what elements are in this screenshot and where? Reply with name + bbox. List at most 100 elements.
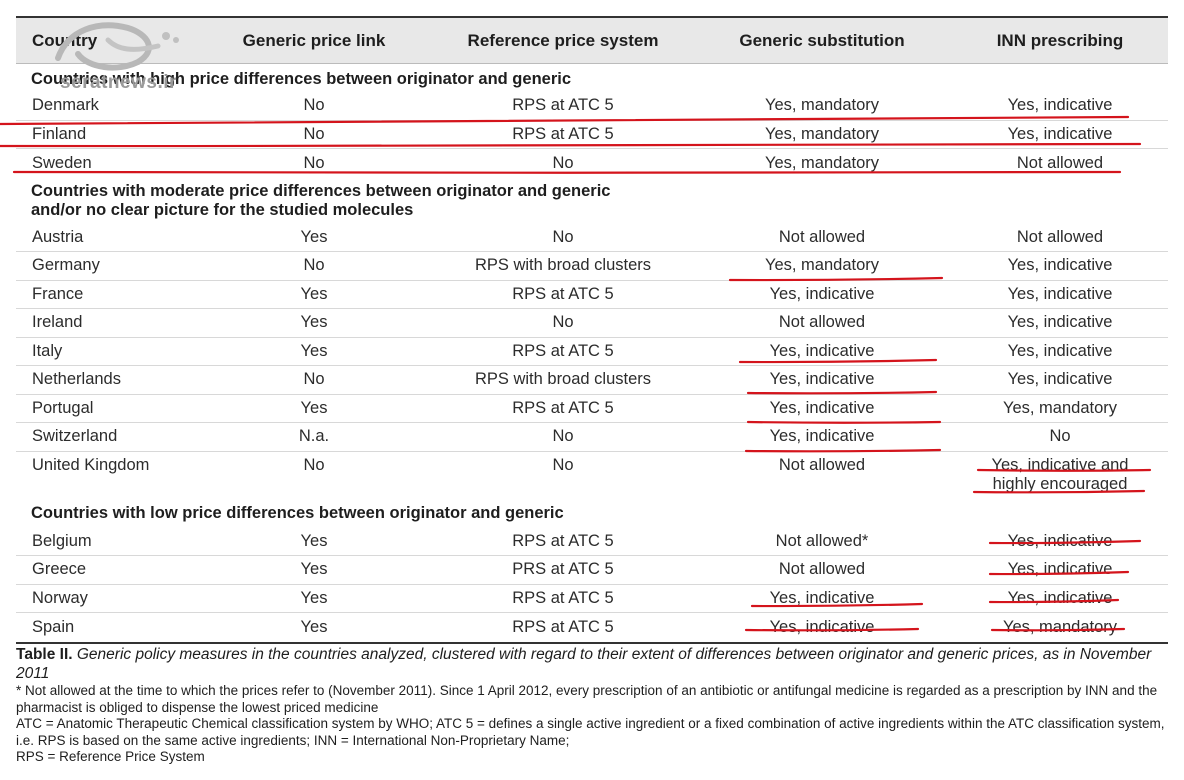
- inn-line: Yes, indicative: [1007, 96, 1113, 115]
- cell-generic-substitution: Yes, indicative: [769, 398, 875, 417]
- cell-generic-price-link: No: [303, 370, 325, 389]
- table-header: Country Generic price link Reference pri…: [16, 18, 1168, 64]
- cell-inn-prescribing: Yes, mandatory: [952, 399, 1168, 418]
- table-row: Denmark No RPS at ATC 5 Yes, mandatory Yes, …: [16, 92, 1168, 121]
- header-country: Country: [32, 30, 98, 50]
- table-caption: Table II. Generic policy measures in the…: [16, 645, 1166, 683]
- cell-generic-substitution: Not allowed: [778, 313, 866, 332]
- cell-generic-substitution: Yes, indicative: [769, 427, 875, 446]
- cell-reference-price-system: RPS with broad clusters: [474, 256, 652, 275]
- cell-generic-price-link: Yes: [300, 398, 328, 417]
- cell-generic-price-link: Yes: [300, 227, 328, 246]
- cell-inn-prescribing: Yes, indicative: [952, 370, 1168, 389]
- cell-generic-price-link: No: [303, 153, 325, 172]
- header-reference-price-system: Reference price system: [467, 30, 659, 50]
- top-rule: [16, 16, 1168, 18]
- cell-reference-price-system: PRS at ATC 5: [512, 560, 614, 579]
- cell-inn-prescribing: Yes, indicative: [952, 342, 1168, 361]
- inn-line: Yes, indicative: [1007, 560, 1113, 579]
- cell-generic-price-link: Yes: [300, 531, 328, 550]
- cell-reference-price-system: RPS at ATC 5: [512, 588, 614, 607]
- cell-country: Spain: [32, 617, 75, 636]
- cell-generic-price-link: No: [303, 256, 325, 275]
- table-row: Austria Yes No Not allowed Not allowed: [16, 224, 1168, 252]
- cell-reference-price-system: RPS at ATC 5: [512, 124, 614, 143]
- cell-reference-price-system: No: [552, 153, 574, 172]
- cell-inn-prescribing: Yes, indicative: [952, 589, 1168, 608]
- inn-line: Yes, indicative: [1007, 313, 1113, 332]
- section-heading-line: and/or no clear picture for the studied …: [31, 200, 414, 219]
- cell-reference-price-system: RPS at ATC 5: [512, 531, 614, 550]
- cell-generic-substitution: Yes, mandatory: [764, 96, 880, 115]
- table-row: Germany No RPS with broad clusters Yes, man…: [16, 252, 1168, 281]
- table-row: Ireland Yes No Not allowed Yes, indicative: [16, 309, 1168, 338]
- cell-inn-prescribing: Yes, indicative: [952, 256, 1168, 275]
- cell-reference-price-system: RPS with broad clusters: [474, 370, 652, 389]
- cell-country: Greece: [32, 560, 87, 579]
- cell-generic-price-link: No: [303, 455, 325, 474]
- cell-generic-price-link: No: [303, 96, 325, 115]
- section-heading: Countries with low price differences bet…: [16, 498, 1168, 528]
- cell-inn-prescribing: Yes, indicative: [952, 285, 1168, 304]
- table-row: Spain Yes RPS at ATC 5 Yes, indicative Yes, …: [16, 613, 1168, 642]
- cell-generic-substitution: Yes, indicative: [769, 617, 875, 636]
- cell-reference-price-system: No: [552, 427, 574, 446]
- table-row: France Yes RPS at ATC 5 Yes, indicative Yes,…: [16, 281, 1168, 309]
- cell-reference-price-system: RPS at ATC 5: [512, 398, 614, 417]
- cell-country: Switzerland: [32, 427, 118, 446]
- cell-country: Norway: [32, 588, 88, 607]
- table-row: Netherlands No RPS with broad clusters Yes,…: [16, 366, 1168, 395]
- footnote-abbreviations: ATC = Anatomic Therapeutic Chemical clas…: [16, 716, 1165, 748]
- cell-country: Germany: [32, 256, 100, 275]
- inn-line: Not allowed: [1016, 153, 1104, 172]
- cell-reference-price-system: No: [552, 227, 574, 246]
- cell-generic-substitution: Yes, mandatory: [764, 153, 880, 172]
- inn-line: Yes, indicative: [1007, 370, 1113, 389]
- section-heading-line: Countries with high price differences be…: [31, 70, 572, 88]
- section-heading: Countries with high price differences be…: [16, 64, 1168, 92]
- cell-inn-prescribing: Yes, indicative and highly encouraged: [952, 456, 1168, 494]
- cell-inn-prescribing: Not allowed: [952, 154, 1168, 173]
- section-heading: Countries with moderate price difference…: [16, 178, 1168, 224]
- cell-inn-prescribing: Yes, indicative: [952, 313, 1168, 332]
- caption-label: Table II.: [16, 646, 73, 663]
- cell-reference-price-system: RPS at ATC 5: [512, 341, 614, 360]
- cell-reference-price-system: RPS at ATC 5: [512, 617, 614, 636]
- cell-generic-substitution: Not allowed: [778, 227, 866, 246]
- table-row: Portugal Yes RPS at ATC 5 Yes, indicative Ye…: [16, 395, 1168, 423]
- cell-country: Belgium: [32, 531, 92, 550]
- section-heading-line: Countries with moderate price difference…: [31, 181, 611, 200]
- cell-inn-prescribing: Yes, indicative: [952, 560, 1168, 579]
- cell-generic-substitution: Yes, mandatory: [764, 124, 880, 143]
- inn-line: Yes, indicative and: [991, 455, 1129, 474]
- cell-generic-price-link: Yes: [300, 313, 328, 332]
- inn-line: Yes, mandatory: [1002, 398, 1118, 417]
- cell-generic-price-link: Yes: [300, 617, 328, 636]
- footnote-asterisk: * Not allowed at the time to which the p…: [16, 683, 1158, 715]
- cell-country: Austria: [32, 227, 84, 246]
- cell-inn-prescribing: Not allowed: [952, 228, 1168, 247]
- caption-text: Generic policy measures in the countries…: [16, 646, 1152, 682]
- cell-inn-prescribing: Yes, mandatory: [952, 618, 1168, 637]
- section-heading-line: Countries with low price differences bet…: [31, 503, 564, 522]
- inn-line: Yes, indicative: [1007, 588, 1113, 607]
- cell-generic-substitution: Yes, indicative: [769, 284, 875, 303]
- inn-line: Yes, indicative: [1007, 531, 1113, 550]
- cell-inn-prescribing: Yes, indicative: [952, 96, 1168, 115]
- cell-generic-substitution: Yes, indicative: [769, 341, 875, 360]
- inn-line: highly encouraged: [992, 474, 1128, 493]
- cell-inn-prescribing: No: [952, 427, 1168, 446]
- table-row: Finland No RPS at ATC 5 Yes, mandatory Yes, …: [16, 121, 1168, 149]
- inn-line: No: [1049, 427, 1071, 446]
- cell-country: Italy: [32, 341, 63, 360]
- cell-reference-price-system: No: [552, 313, 574, 332]
- table-row: Sweden No No Yes, mandatory Not allowed: [16, 149, 1168, 178]
- cell-country: Finland: [32, 124, 87, 143]
- table-row: Belgium Yes RPS at ATC 5 Not allowed* Yes, i…: [16, 528, 1168, 556]
- cell-generic-price-link: N.a.: [298, 427, 330, 446]
- table-row: United Kingdom No No Not allowed Yes, indica…: [16, 452, 1168, 498]
- cell-country: Portugal: [32, 398, 94, 417]
- cell-inn-prescribing: Yes, indicative: [952, 532, 1168, 551]
- table-row: Norway Yes RPS at ATC 5 Yes, indicative Yes,…: [16, 585, 1168, 613]
- header-generic-substitution: Generic substitution: [739, 30, 905, 50]
